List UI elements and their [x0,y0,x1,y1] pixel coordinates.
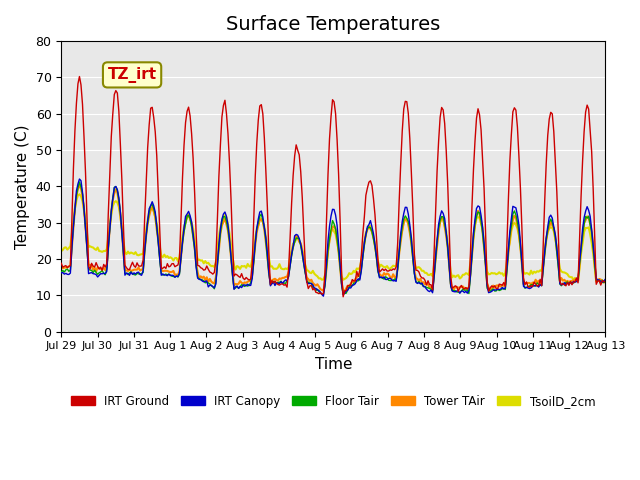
Legend: IRT Ground, IRT Canopy, Floor Tair, Tower TAir, TsoilD_2cm: IRT Ground, IRT Canopy, Floor Tair, Towe… [67,390,600,412]
X-axis label: Time: Time [314,357,352,372]
Y-axis label: Temperature (C): Temperature (C) [15,124,30,249]
Title: Surface Temperatures: Surface Temperatures [226,15,440,34]
Text: TZ_irt: TZ_irt [108,67,157,83]
